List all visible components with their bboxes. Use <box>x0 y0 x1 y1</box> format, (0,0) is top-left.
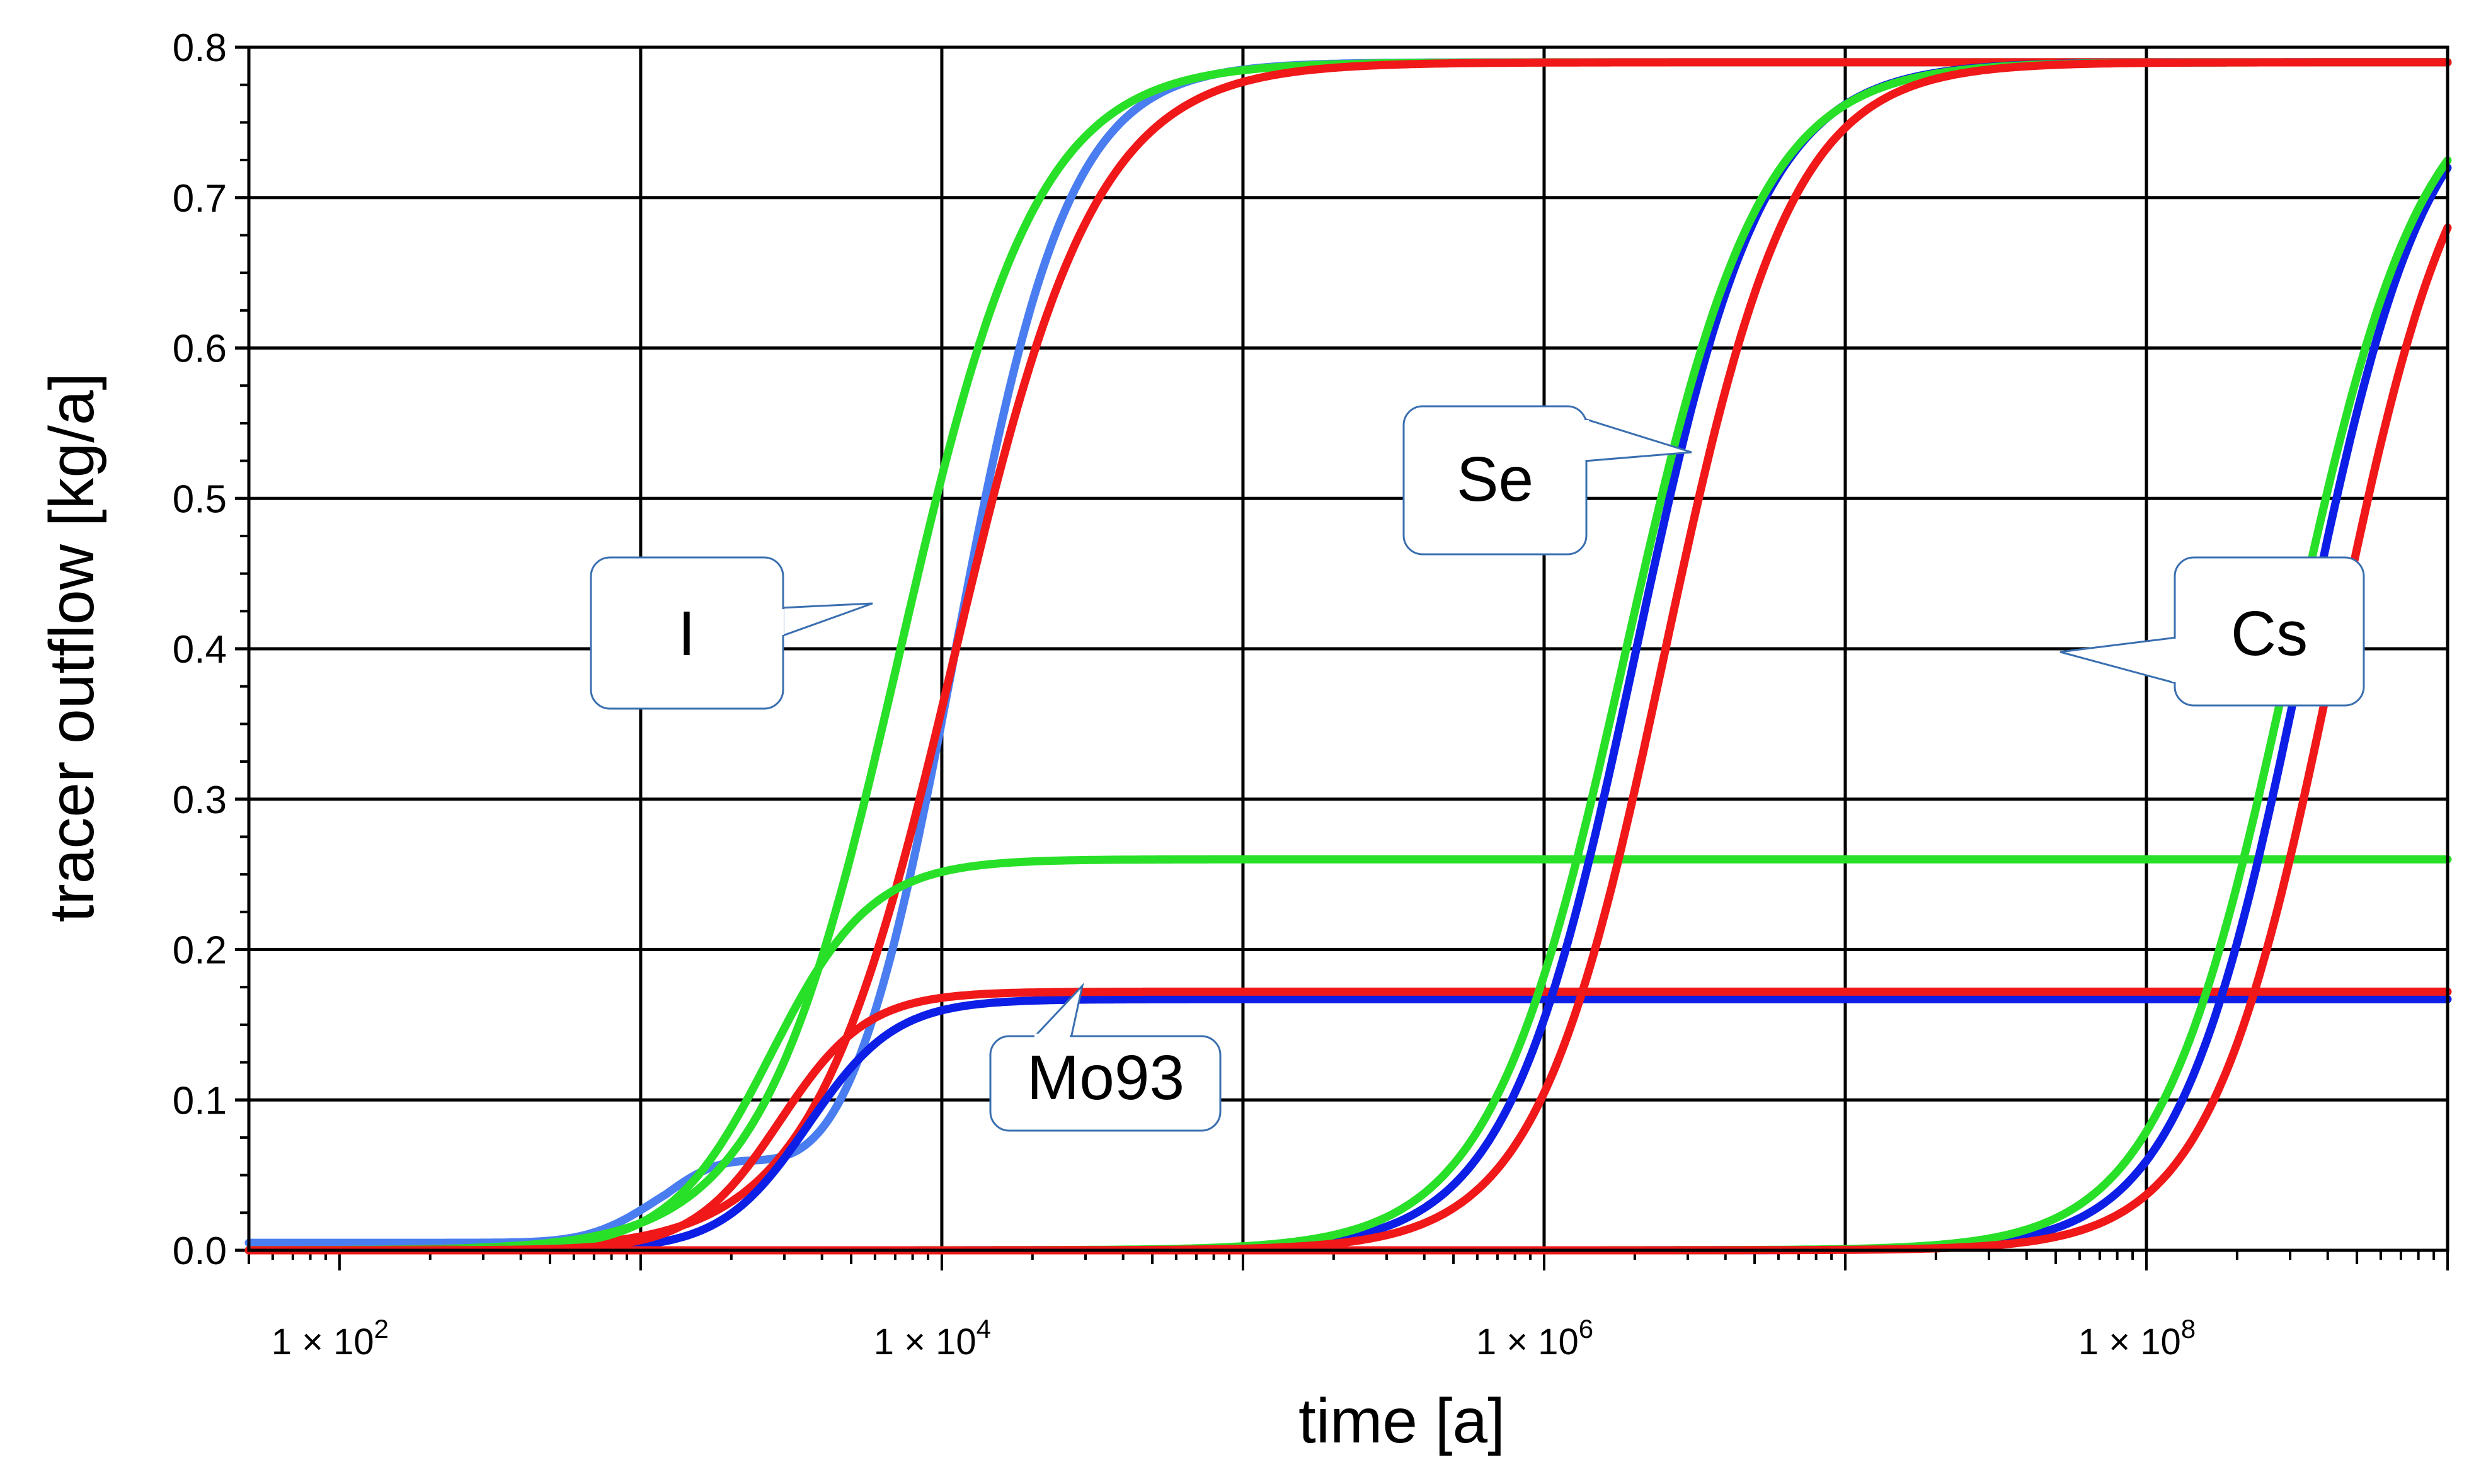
callout-i-label: I <box>678 598 696 669</box>
x-tick-base: 1 × 10 <box>874 1321 977 1362</box>
callout-mo93-box <box>989 1035 1222 1132</box>
x-tick-exponent: 8 <box>2181 1314 2196 1344</box>
grid-lines <box>249 45 2448 1252</box>
callout-se-label: Se <box>1457 444 1533 515</box>
callout-se-box <box>1402 405 1588 556</box>
series-mo93-red-line <box>244 987 2452 1255</box>
series-mo93-green-line <box>244 855 2452 1255</box>
x-tick-label: 1 × 106 <box>1476 1314 1593 1362</box>
x-tick-base: 1 × 10 <box>2078 1321 2181 1362</box>
x-tick-label: 1 × 102 <box>272 1314 389 1362</box>
callout-cs-label: Cs <box>2231 598 2308 669</box>
y-tick-labels: 0.0 0.1 0.2 0.3 0.4 0.5 0.6 0.7 0.8 <box>173 26 227 1273</box>
y-tick-label: 0.1 <box>173 1079 227 1122</box>
y-tick-label: 0.5 <box>173 477 227 521</box>
x-tick-labels: 1 × 102 1 × 104 1 × 106 1 × 108 <box>272 1314 2196 1362</box>
x-tick-label: 1 × 108 <box>2078 1314 2196 1362</box>
callout-cs-seam <box>2172 639 2177 682</box>
plot-area-border <box>247 45 2449 1252</box>
y-tick-label: 0.0 <box>173 1230 227 1273</box>
callout-i-seam <box>779 609 784 635</box>
x-tick-exponent: 2 <box>374 1314 389 1344</box>
callout-mo93-label: Mo93 <box>1027 1042 1184 1113</box>
x-tick-exponent: 4 <box>977 1314 991 1344</box>
y-tick-label: 0.7 <box>173 177 227 220</box>
callout-se-seam <box>1584 420 1589 460</box>
callout-cs: Cs <box>2059 556 2365 707</box>
x-tick-label: 1 × 104 <box>874 1314 991 1362</box>
callout-mo93: Mo93 <box>989 983 1222 1132</box>
x-tick-base: 1 × 10 <box>1476 1321 1579 1362</box>
y-tick-label: 0.3 <box>173 779 227 822</box>
callout-se: Se <box>1402 405 1692 556</box>
y-tick-label: 0.4 <box>173 628 227 671</box>
plot-frame <box>247 45 2449 1252</box>
callout-cs-box <box>2174 556 2365 707</box>
callout-mo93-seam <box>1034 1034 1070 1039</box>
x-axis-title: time [a] <box>1298 1386 1505 1456</box>
y-tick-label: 0.6 <box>173 328 227 371</box>
y-axis-title: tracer outflow [kg/a] <box>37 373 107 923</box>
y-tick-label: 0.2 <box>173 929 227 973</box>
x-tick-exponent: 6 <box>1579 1314 1593 1344</box>
callout-i: I <box>590 556 873 710</box>
x-tick-base: 1 × 10 <box>272 1321 374 1362</box>
y-tick-label: 0.8 <box>173 26 227 70</box>
